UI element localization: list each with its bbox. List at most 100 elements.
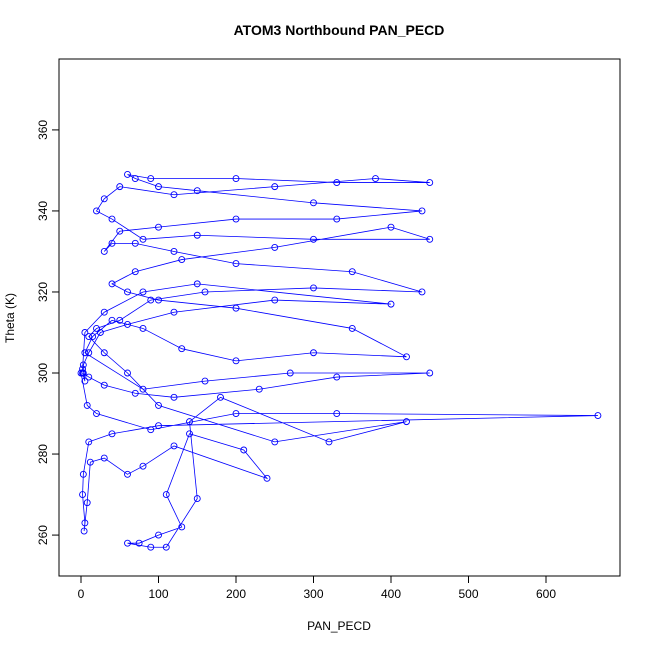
data-point bbox=[131, 239, 139, 247]
data-point bbox=[333, 179, 341, 187]
data-point bbox=[232, 304, 240, 312]
data-point bbox=[310, 199, 317, 207]
data-point bbox=[186, 418, 193, 426]
data-point bbox=[372, 175, 379, 182]
data-point bbox=[201, 288, 209, 296]
data-point bbox=[81, 519, 89, 527]
data-point bbox=[124, 470, 131, 478]
data-point bbox=[271, 296, 279, 304]
data-point bbox=[162, 543, 170, 551]
x-tick-label: 600 bbox=[536, 587, 556, 601]
data-point bbox=[100, 308, 108, 316]
data-point bbox=[155, 422, 162, 430]
data-point bbox=[418, 207, 426, 215]
data-point bbox=[85, 373, 93, 381]
data-point bbox=[147, 296, 155, 304]
data-point bbox=[131, 268, 139, 276]
x-tick-label: 0 bbox=[78, 587, 85, 601]
data-point bbox=[139, 235, 147, 243]
data-point bbox=[170, 248, 178, 255]
data-point bbox=[93, 410, 100, 417]
data-point bbox=[232, 215, 240, 223]
data-point bbox=[83, 499, 91, 507]
data-point bbox=[170, 308, 178, 316]
data-point bbox=[418, 288, 426, 296]
data-line bbox=[80, 174, 598, 548]
data-point bbox=[147, 543, 155, 551]
y-tick-label: 300 bbox=[36, 363, 50, 383]
data-point bbox=[93, 324, 100, 332]
data-point bbox=[79, 470, 87, 478]
data-point bbox=[286, 369, 294, 377]
data-point bbox=[108, 215, 116, 223]
data-point bbox=[155, 296, 162, 304]
data-point bbox=[81, 377, 89, 385]
y-tick-label: 360 bbox=[36, 120, 50, 140]
data-point bbox=[426, 369, 434, 377]
data-point bbox=[135, 539, 143, 547]
data-point bbox=[131, 389, 139, 397]
data-point bbox=[333, 410, 341, 417]
data-point bbox=[155, 183, 162, 191]
data-point bbox=[81, 349, 89, 357]
data-point bbox=[155, 531, 162, 539]
x-tick-label: 400 bbox=[381, 587, 401, 601]
data-point bbox=[108, 239, 116, 247]
data-point bbox=[108, 280, 116, 288]
data-point bbox=[387, 300, 395, 308]
data-point bbox=[170, 442, 178, 450]
data-point bbox=[193, 495, 201, 503]
data-point bbox=[240, 446, 248, 454]
data-point bbox=[100, 454, 108, 462]
y-tick-label: 260 bbox=[36, 525, 50, 545]
data-point bbox=[85, 438, 93, 446]
data-point bbox=[81, 329, 89, 336]
x-tick-label: 100 bbox=[148, 587, 168, 601]
data-point bbox=[83, 401, 91, 409]
data-point bbox=[124, 369, 131, 377]
data-point bbox=[594, 412, 602, 420]
data-point bbox=[271, 183, 279, 191]
data-point bbox=[86, 458, 94, 466]
data-point bbox=[426, 179, 434, 187]
data-point bbox=[271, 438, 279, 446]
data-point bbox=[139, 288, 147, 296]
y-tick-label: 320 bbox=[36, 282, 50, 302]
data-point bbox=[139, 385, 147, 393]
y-tick-label: 280 bbox=[36, 444, 50, 464]
data-point bbox=[100, 349, 108, 357]
data-point bbox=[310, 349, 317, 357]
data-point bbox=[387, 223, 395, 231]
data-point bbox=[124, 320, 131, 328]
data-point bbox=[116, 183, 124, 191]
data-point bbox=[89, 333, 97, 340]
data-point bbox=[155, 223, 162, 231]
data-point bbox=[232, 410, 240, 417]
y-axis-label: Theta (K) bbox=[3, 293, 17, 343]
data-point bbox=[100, 381, 108, 389]
data-point bbox=[147, 426, 155, 434]
data-point bbox=[162, 491, 170, 499]
data-point bbox=[124, 539, 131, 547]
x-tick-label: 200 bbox=[226, 587, 246, 601]
data-point bbox=[79, 491, 87, 499]
data-point bbox=[426, 235, 434, 243]
data-point bbox=[116, 227, 124, 235]
data-point bbox=[139, 324, 147, 332]
data-point bbox=[403, 418, 410, 426]
data-point bbox=[124, 171, 131, 178]
data-point bbox=[93, 207, 100, 215]
data-point bbox=[348, 268, 356, 276]
y-tick-label: 340 bbox=[36, 201, 50, 221]
data-point bbox=[80, 527, 88, 535]
data-point bbox=[263, 474, 271, 482]
data-point bbox=[85, 349, 93, 357]
data-point bbox=[193, 187, 201, 195]
data-point bbox=[178, 256, 186, 264]
data-point bbox=[79, 365, 87, 373]
data-point bbox=[232, 260, 240, 268]
data-point bbox=[325, 438, 333, 446]
data-point bbox=[147, 175, 155, 182]
data-point bbox=[155, 401, 162, 409]
